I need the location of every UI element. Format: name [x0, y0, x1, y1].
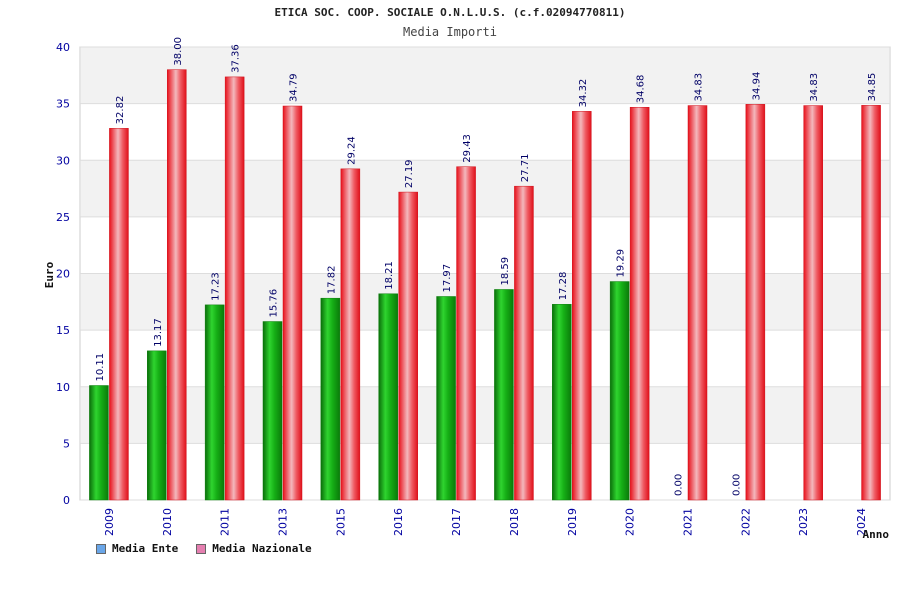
y-tick-label: 0	[63, 494, 70, 507]
data-label-ente: 0.00	[731, 474, 742, 496]
data-label-nazionale: 29.43	[462, 134, 473, 163]
y-tick-label: 25	[56, 211, 70, 224]
y-tick-label: 15	[56, 324, 70, 337]
x-tick-label: 2022	[739, 508, 752, 536]
bar-media-ente	[320, 297, 341, 501]
x-tick-label: 2020	[624, 508, 637, 536]
bar-media-ente	[436, 296, 456, 501]
bar-media-nazionale	[629, 106, 650, 501]
data-label-nazionale: 34.83	[809, 73, 820, 102]
data-label-nazionale: 34.94	[751, 72, 762, 101]
x-tick-label: 2021	[682, 508, 695, 536]
legend-item-media-ente: Media Ente	[96, 542, 178, 555]
x-tick-label: 2016	[392, 508, 405, 536]
data-label-ente: 18.59	[500, 257, 511, 286]
data-label-nazionale: 27.19	[404, 159, 415, 188]
data-label-ente: 17.82	[326, 266, 337, 295]
bar-media-nazionale	[861, 105, 881, 501]
legend: Media Ente Media Nazionale	[96, 542, 312, 555]
bar-media-nazionale	[572, 111, 592, 501]
grid-band	[81, 273, 889, 331]
bar-media-ente	[378, 293, 398, 501]
data-label-ente: 17.28	[558, 272, 569, 301]
bar-media-nazionale	[745, 104, 766, 501]
bar-media-ente	[552, 304, 572, 501]
data-label-ente: 18.21	[384, 261, 395, 290]
x-tick-label: 2019	[566, 508, 579, 536]
bar-media-nazionale	[167, 69, 187, 501]
data-label-nazionale: 34.85	[867, 73, 878, 102]
x-tick-label: 2011	[219, 508, 232, 536]
data-label-nazionale: 34.83	[694, 73, 705, 102]
x-tick-label: 2018	[508, 508, 521, 536]
data-labels: 10.11 32.82 13.17 38.00 17.23 37.36 15.76 34.79…	[95, 37, 878, 496]
data-label-nazionale: 38.00	[173, 37, 184, 66]
bar-media-ente	[494, 289, 514, 501]
legend-label-ente: Media Ente	[112, 542, 179, 555]
x-tick-label: 2023	[797, 508, 810, 536]
x-tick-label: 2009	[103, 508, 116, 536]
chart-subtitle: Media Importi	[403, 25, 497, 39]
y-tick-label: 5	[63, 437, 70, 450]
x-tick-label: 2010	[161, 508, 174, 536]
grid-band	[81, 386, 889, 444]
data-label-ente: 13.17	[153, 318, 164, 347]
y-tick-label: 30	[56, 154, 70, 167]
data-label-nazionale: 34.79	[289, 73, 300, 102]
bar-media-ente	[609, 281, 630, 501]
data-label-ente: 15.76	[269, 289, 280, 318]
legend-item-media-nazionale: Media Nazionale	[196, 542, 312, 555]
data-label-nazionale: 29.24	[346, 136, 357, 165]
data-label-ente: 0.00	[674, 474, 685, 496]
bar-media-nazionale	[340, 168, 361, 501]
y-tick-label: 40	[56, 41, 70, 54]
bar-media-ente	[89, 385, 109, 501]
bar-media-ente	[147, 350, 167, 501]
bar-media-ente	[204, 304, 225, 501]
y-axis-ticks: 0 5 10 15 20 25 30 35 40	[56, 41, 70, 507]
bar-series	[89, 69, 881, 501]
y-tick-label: 10	[56, 381, 70, 394]
legend-swatch-nazionale	[196, 543, 207, 554]
y-tick-label: 35	[56, 98, 70, 111]
chart-title: ETICA SOC. COOP. SOCIALE O.N.L.U.S. (c.f…	[274, 6, 626, 19]
x-tick-label: 2024	[855, 508, 868, 536]
data-label-ente: 17.97	[442, 264, 453, 293]
data-label-ente: 10.11	[95, 353, 106, 382]
bar-media-nazionale	[398, 191, 418, 501]
y-tick-label: 20	[56, 268, 70, 281]
data-label-nazionale: 27.71	[520, 154, 531, 183]
data-label-ente: 17.23	[211, 272, 222, 301]
grid-band	[81, 160, 889, 217]
x-axis-label: Anno	[863, 528, 890, 541]
legend-swatch-ente	[96, 543, 106, 554]
bar-media-nazionale	[514, 185, 534, 501]
x-tick-label: 2017	[450, 508, 463, 536]
x-tick-label: 2015	[334, 508, 347, 536]
data-label-ente: 19.29	[616, 249, 627, 278]
y-axis-label: Euro	[43, 261, 56, 288]
bar-media-ente	[262, 321, 283, 501]
grid-band	[81, 47, 889, 104]
data-label-nazionale: 34.68	[636, 75, 647, 104]
bar-media-nazionale	[687, 105, 708, 501]
data-label-nazionale: 34.32	[578, 79, 589, 108]
data-label-nazionale: 32.82	[115, 96, 126, 125]
legend-label-nazionale: Media Nazionale	[212, 542, 312, 555]
bar-media-nazionale	[456, 166, 476, 501]
x-tick-label: 2013	[277, 508, 290, 536]
bar-media-nazionale	[109, 128, 129, 501]
bar-media-nazionale	[224, 76, 245, 501]
bar-media-nazionale	[282, 105, 303, 501]
data-label-nazionale: 37.36	[231, 44, 242, 73]
x-axis-ticks: 2009 2010 2011 2013 2015 2016 2017 2018 2019 2020…	[103, 508, 868, 536]
bar-media-nazionale	[803, 105, 823, 501]
